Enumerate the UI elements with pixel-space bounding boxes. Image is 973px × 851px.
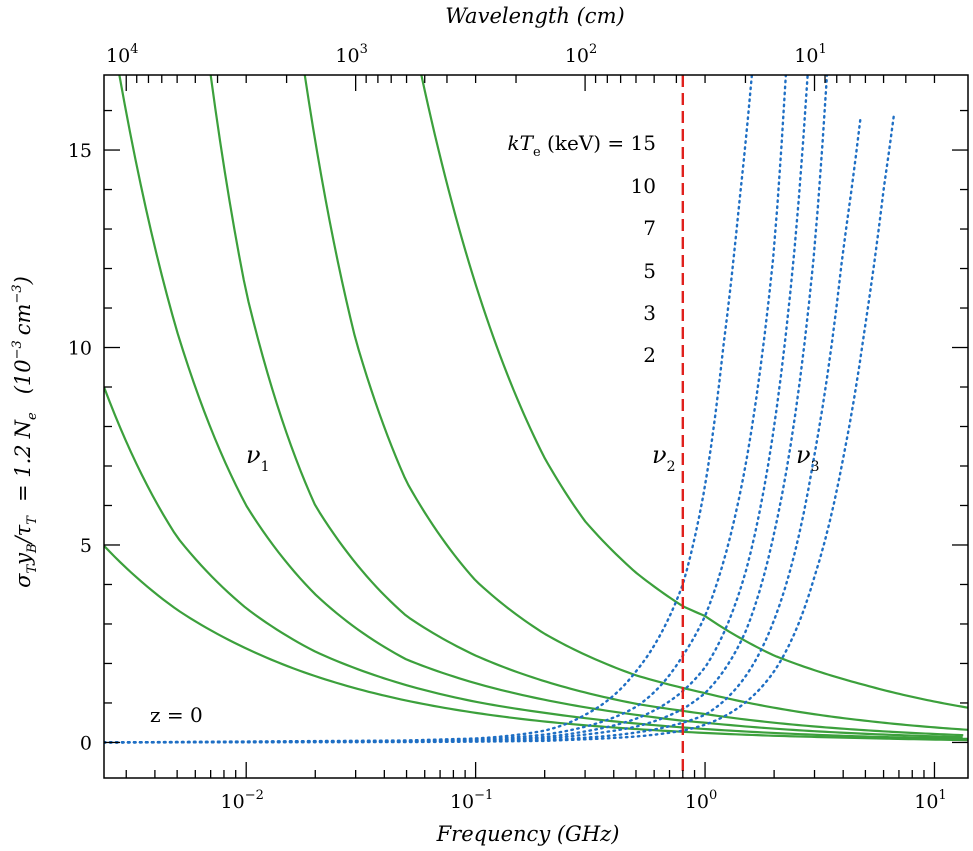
x-tick-base: 10 — [450, 791, 474, 813]
nu1-curve — [104, 386, 968, 740]
nu2-sym: ν — [652, 441, 667, 469]
top-tick-base: 10 — [794, 45, 818, 67]
nu1-curve — [209, 75, 964, 737]
x-tick-label: 101 — [914, 788, 946, 813]
y-tick-label: 10 — [68, 338, 92, 360]
ylabel-tau: τ — [11, 524, 35, 536]
nu3-curve — [104, 75, 809, 744]
x-tick-base: 10 — [221, 791, 245, 813]
x-tick-label: 100 — [685, 788, 717, 813]
kte-value: 10 — [631, 174, 656, 198]
nu3-curve — [104, 113, 896, 744]
x-tick-exp: −2 — [245, 788, 264, 803]
top-tick-exp: 1 — [818, 42, 826, 57]
y-tick-label: 0 — [80, 732, 92, 754]
nu1-curve — [104, 545, 968, 742]
x-tick-base: 10 — [685, 791, 709, 813]
top-tick-base: 10 — [106, 45, 130, 67]
kte-T: T — [520, 131, 535, 155]
ylabel-unit-cm: cm — [11, 304, 35, 336]
y-tick-label: 15 — [68, 140, 92, 162]
nu2-sub: 2 — [667, 459, 676, 475]
top-tick-exp: 3 — [360, 42, 368, 57]
ylabel-sub-B: B — [25, 543, 40, 554]
top-tick-label: 104 — [106, 42, 138, 67]
nu3-curve — [104, 115, 862, 744]
ylabel-unit: (10 — [11, 359, 35, 394]
kte-sub-e: e — [533, 145, 541, 160]
x-tick-exp: 0 — [709, 788, 717, 803]
ylabel-sub-e: e — [25, 412, 40, 420]
kte-value: 5 — [643, 259, 656, 283]
x-tick-exp: 1 — [938, 788, 946, 803]
x-axis-title: Frequency (GHz) — [436, 822, 620, 846]
ylabel-N: N — [11, 419, 35, 439]
nu2-label: ν2 — [652, 441, 676, 475]
nu1-sym: ν — [246, 441, 261, 469]
top-axis-title: Wavelength (cm) — [445, 4, 624, 28]
nu1-curve — [118, 75, 963, 739]
nu1-sub: 1 — [261, 459, 270, 475]
nu1-curve — [420, 75, 968, 709]
curves-layer — [104, 75, 968, 778]
ylabel-y: y — [11, 552, 35, 566]
nu3-label: ν3 — [796, 441, 820, 475]
x-tick-base: 10 — [914, 791, 938, 813]
ylabel-unit-exp2: −3 — [10, 284, 25, 303]
ylabel-eq: = 1.2 — [11, 444, 35, 502]
top-tick-base: 10 — [335, 45, 359, 67]
kte-label: kTe (keV) = 15 — [508, 131, 656, 160]
x-tick-label: 10−1 — [450, 788, 493, 813]
y-tick-label: 5 — [80, 535, 92, 557]
kte-k: k — [508, 131, 520, 155]
y-axis-title: σTyB/τT= 1.2Ne(10−3cm−3) — [10, 276, 40, 588]
top-tick-exp: 2 — [589, 42, 597, 57]
x-tick-label: 10−2 — [221, 788, 264, 813]
top-tick-label: 102 — [565, 42, 597, 67]
kte-value: 7 — [643, 216, 656, 240]
ylabel-sub-T2: T — [25, 515, 40, 525]
z-label: z = 0 — [150, 703, 203, 727]
nu1-curve — [303, 75, 968, 731]
top-tick-exp: 4 — [130, 42, 138, 57]
top-tick-label: 101 — [794, 42, 826, 67]
ylabel-slash: / — [11, 534, 35, 545]
x-tick-exp: −1 — [474, 788, 493, 803]
ylabel-unit-exp: −3 — [10, 340, 25, 359]
plot-frame — [103, 74, 969, 779]
ylabel-sub-T: T — [25, 564, 40, 574]
nu3-sub: 3 — [811, 459, 820, 475]
ylabel-sigma: σ — [11, 573, 35, 588]
top-tick-label: 103 — [335, 42, 367, 67]
nu1-label: ν1 — [246, 441, 270, 475]
nu3-sym: ν — [796, 441, 811, 469]
ylabel-unit-close: ) — [11, 276, 35, 285]
kte-rest: (keV) = 15 — [541, 131, 656, 155]
kte-value: 2 — [643, 343, 656, 367]
kte-value: 3 — [643, 301, 656, 325]
top-tick-base: 10 — [565, 45, 589, 67]
